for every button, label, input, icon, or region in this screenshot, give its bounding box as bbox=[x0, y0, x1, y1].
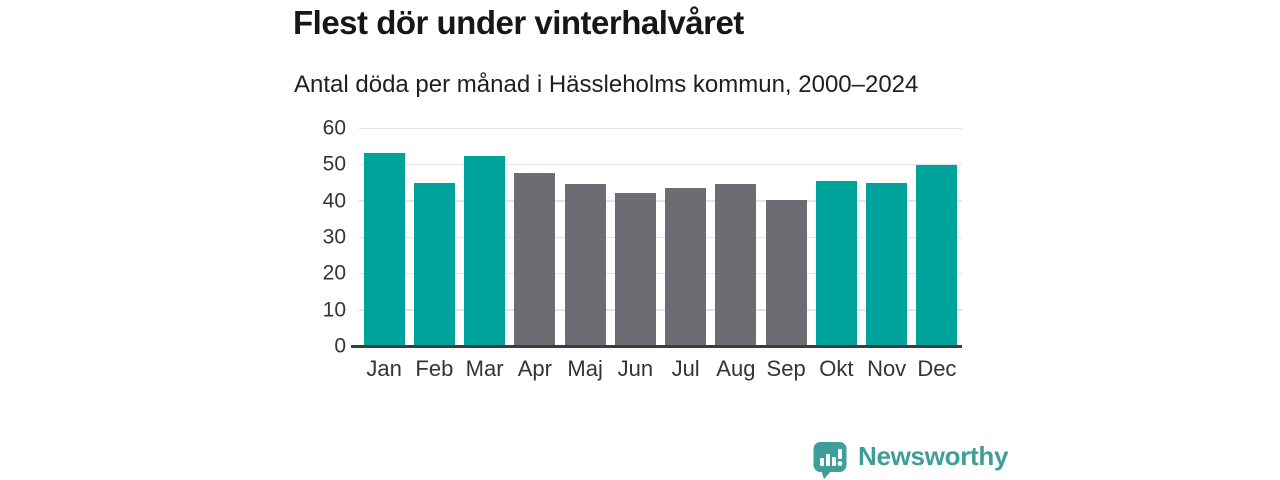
gridline-60 bbox=[359, 127, 962, 129]
x-tick-label-jul: Jul bbox=[671, 356, 700, 381]
bar-maj bbox=[564, 183, 606, 346]
chart-title: Flest dör under vinterhalvåret bbox=[293, 4, 744, 41]
chart-subtitle: Antal döda per månad i Hässleholms kommu… bbox=[294, 71, 919, 98]
y-tick-label-30: 30 bbox=[322, 225, 346, 249]
x-tick-label-dec: Dec bbox=[917, 356, 957, 381]
bar-okt bbox=[815, 180, 857, 346]
x-tick-label-apr: Apr bbox=[517, 356, 552, 381]
bar-dec bbox=[916, 164, 958, 346]
footer-branding: Newsworthy bbox=[812, 441, 1008, 479]
x-tick-label-maj: Maj bbox=[567, 356, 603, 381]
bar-sep bbox=[765, 199, 807, 346]
bar-nov bbox=[866, 183, 908, 346]
x-tick-label-jan: Jan bbox=[366, 356, 402, 381]
bar-apr bbox=[514, 173, 556, 346]
y-axis: 0 10 20 30 40 50 60 bbox=[280, 118, 346, 357]
x-tick-label-jun: Jun bbox=[617, 356, 654, 381]
x-tick-label-okt: Okt bbox=[819, 356, 854, 381]
x-tick-label-nov: Nov bbox=[867, 356, 907, 381]
bar-jun bbox=[614, 193, 656, 346]
y-tick-label-40: 40 bbox=[322, 189, 346, 213]
y-tick-label-20: 20 bbox=[322, 261, 346, 285]
newsworthy-wordmark: Newsworthy bbox=[858, 441, 1009, 471]
gridline-30 bbox=[359, 236, 962, 238]
x-tick-label-aug: Aug bbox=[716, 356, 756, 381]
bar-jan bbox=[363, 153, 405, 346]
bar-jul bbox=[665, 187, 707, 346]
gridline-10 bbox=[359, 309, 962, 311]
y-tick-label-60: 60 bbox=[322, 116, 346, 140]
x-tick-label-feb: Feb bbox=[415, 356, 454, 381]
newsworthy-logo-icon bbox=[813, 442, 847, 479]
y-tick-label-50: 50 bbox=[322, 152, 346, 176]
gridline-20 bbox=[359, 272, 962, 275]
gridline-50 bbox=[359, 163, 962, 166]
bar-mar bbox=[464, 155, 506, 346]
x-axis: Jan Feb Mar Apr Maj Jun Jul Aug Sep Okt Nov Dec bbox=[359, 358, 962, 386]
bar-aug bbox=[715, 184, 757, 346]
plot-area bbox=[359, 127, 962, 346]
x-tick-label-mar: Mar bbox=[465, 356, 504, 381]
gridline-40 bbox=[359, 200, 962, 202]
x-tick-label-sep: Sep bbox=[766, 356, 806, 381]
y-tick-label-0: 0 bbox=[334, 334, 346, 358]
bar-feb bbox=[413, 182, 455, 346]
y-tick-label-10: 10 bbox=[322, 298, 346, 322]
x-axis-line bbox=[351, 345, 962, 348]
